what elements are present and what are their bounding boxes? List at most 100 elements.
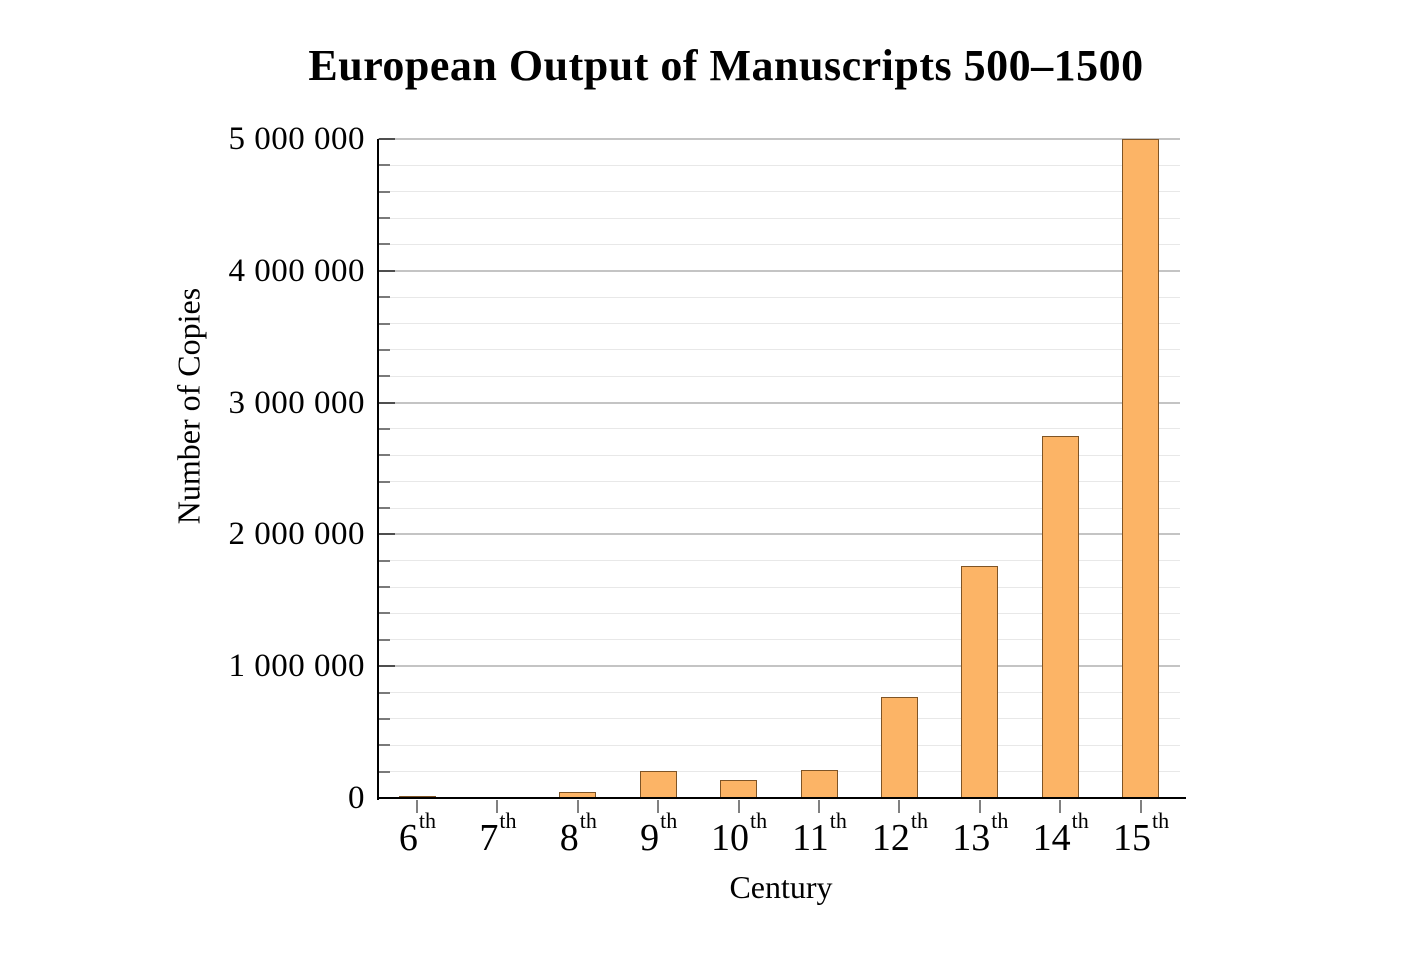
x-tick-label-suffix: th [829,807,847,833]
x-tick [657,800,660,813]
y-minor-tick [379,480,390,483]
x-tick-label-number: 14 [1032,817,1071,859]
y-tick-label: 4 000 000 [228,252,365,289]
x-tick-label: 15th [1113,809,1169,860]
y-minor-tick [379,612,390,615]
major-gridline [378,665,1180,668]
y-major-tick [379,269,395,272]
major-gridline [378,269,1180,272]
x-tick-label-suffix: th [499,807,517,833]
minor-gridline [378,454,1180,456]
x-tick [496,800,499,813]
y-minor-tick [379,296,390,299]
x-axis-title: Century [729,869,833,905]
minor-gridline [378,507,1180,509]
minor-gridline [378,718,1180,720]
x-tick-label-suffix: th [991,807,1009,833]
bar-9th [639,771,677,798]
y-minor-tick [379,243,390,246]
y-minor-tick [379,375,390,378]
minor-gridline [378,349,1180,351]
major-gridline [378,138,1180,140]
y-minor-tick [379,190,390,193]
x-tick-label-number: 7 [479,817,499,859]
x-tick-label-number: 12 [871,817,910,859]
x-tick-label-suffix: th [1071,807,1089,833]
minor-gridline [378,243,1180,245]
x-tick-label-number: 9 [640,817,660,859]
minor-gridline [378,481,1180,483]
y-minor-tick [379,507,390,510]
x-tick-label: 12th [871,809,928,860]
y-axis-line [377,139,379,800]
y-minor-tick [379,770,390,773]
y-tick-label: 2 000 000 [228,516,365,553]
y-minor-tick [379,427,390,430]
y-tick-label: 5 000 000 [228,121,365,157]
major-gridline [378,533,1180,536]
x-tick-label-number: 11 [792,817,829,859]
minor-gridline [378,191,1180,193]
x-tick-label-suffix: th [579,807,597,833]
x-tick-label-suffix: th [660,807,678,833]
x-tick [818,800,820,813]
x-tick [898,800,901,813]
x-tick-label: 13th [952,809,1008,860]
y-minor-tick [379,348,390,351]
x-tick [416,800,418,813]
x-tick-label-suffix: th [418,807,437,833]
bar-10th [720,780,758,798]
minor-gridline [378,560,1180,562]
y-major-tick [379,138,395,140]
y-minor-tick [379,717,390,720]
minor-gridline [378,744,1180,746]
x-tick-label: 9th [640,809,677,860]
x-tick [1139,800,1142,813]
y-minor-tick [379,744,390,747]
bar-14th [1041,435,1079,798]
y-tick-label: 3 000 000 [228,384,365,421]
x-tick-label-number: 10 [711,817,750,859]
minor-gridline [378,296,1180,298]
y-minor-tick [379,586,390,589]
x-axis-line [377,797,1186,799]
x-tick-label: 10th [711,809,767,860]
x-tick-label-number: 13 [952,817,991,859]
y-minor-tick [379,322,390,325]
major-gridline [378,401,1180,404]
minor-gridline [378,217,1180,219]
bar-13th [961,565,999,798]
x-tick-label: 7th [479,809,516,860]
y-tick-label: 1 000 000 [228,648,365,685]
y-tick-label: 0 [348,780,365,816]
x-tick-label: 11th [792,809,847,860]
x-tick [978,800,981,813]
x-tick-label-number: 6 [398,817,418,859]
minor-gridline [378,692,1180,694]
x-tick [737,800,740,813]
x-tick-label: 6th [398,809,436,860]
minor-gridline [378,164,1180,166]
x-tick-label-suffix: th [1152,807,1170,833]
y-minor-tick [379,164,390,167]
bar-12th [880,696,918,798]
y-major-tick [379,401,395,404]
x-tick-label: 8th [559,809,597,860]
y-major-tick [379,533,395,536]
x-tick-label-suffix: th [910,807,928,833]
y-minor-tick [379,454,390,457]
x-tick-label: 14th [1032,809,1089,860]
y-minor-tick [379,217,390,220]
minor-gridline [378,771,1180,773]
minor-gridline [378,586,1180,588]
bar-15th [1122,139,1160,798]
bar-11th [800,770,838,798]
minor-gridline [378,375,1180,377]
y-minor-tick [379,691,390,694]
minor-gridline [378,323,1180,325]
chart-title: European Output of Manuscripts 500–1500 [308,41,1144,90]
x-tick [1059,800,1062,813]
x-tick-label-number: 8 [559,817,579,859]
